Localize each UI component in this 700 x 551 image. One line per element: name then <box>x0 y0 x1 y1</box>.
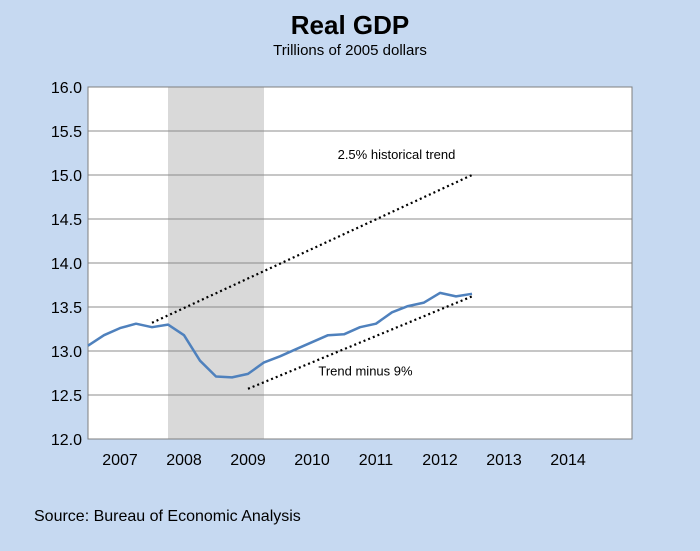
y-tick-label: 12.0 <box>51 432 82 449</box>
y-tick-label: 12.5 <box>51 388 82 405</box>
x-tick-label: 2012 <box>422 452 458 469</box>
x-tick-label: 2011 <box>359 452 394 469</box>
gdp-line <box>87 291 473 379</box>
source-note: Source: Bureau of Economic Analysis <box>34 508 301 525</box>
y-axis-tick-labels: 12.0 12.5 13.0 13.5 14.0 14.5 15.0 15.5 16.0 <box>51 80 82 449</box>
y-tick-label: 13.0 <box>51 344 82 361</box>
series-layer <box>87 174 473 390</box>
y-tick-label: 15.5 <box>51 124 82 141</box>
y-tick-label: 14.0 <box>51 256 82 273</box>
x-tick-label: 2010 <box>294 452 330 469</box>
trend-line-1 <box>151 174 473 324</box>
y-tick-label: 13.5 <box>51 300 82 317</box>
chart-title: Real GDP <box>290 10 410 40</box>
x-tick-label: 2007 <box>102 452 138 469</box>
annotation-label: Trend minus 9% <box>318 364 413 379</box>
x-tick-label: 2014 <box>550 452 586 469</box>
plot-border <box>87 86 633 440</box>
x-axis-tick-labels: 2007 2008 2009 2010 2011 2012 2013 2014 <box>102 452 586 469</box>
x-tick-label: 2009 <box>230 452 266 469</box>
x-tick-label: 2013 <box>486 452 522 469</box>
y-tick-label: 16.0 <box>51 80 82 97</box>
trend-line-2 <box>247 295 473 390</box>
y-tick-label: 14.5 <box>51 212 82 229</box>
y-tick-label: 15.0 <box>51 168 82 185</box>
chart-subtitle: Trillions of 2005 dollars <box>273 42 427 59</box>
annotation-label: 2.5% historical trend <box>338 147 456 162</box>
x-tick-label: 2008 <box>166 452 202 469</box>
annotations: 2.5% historical trend Trend minus 9% <box>318 147 455 378</box>
